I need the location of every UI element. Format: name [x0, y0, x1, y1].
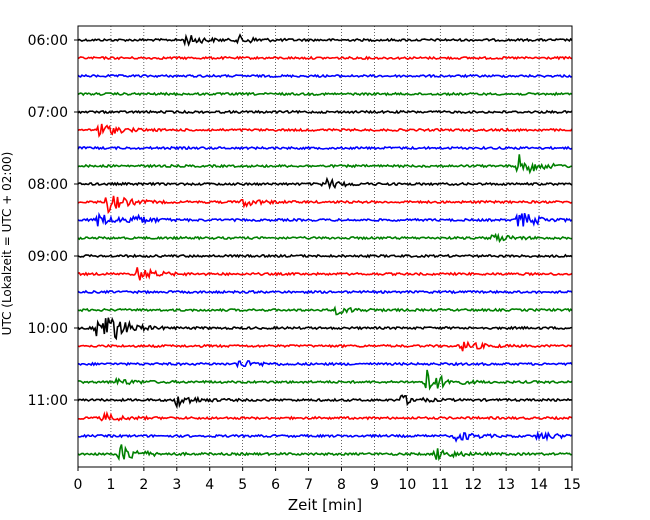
- trace-1115: [77, 410, 573, 422]
- y-axis-label: UTC (Lokalzeit = UTC + 02:00): [0, 152, 14, 336]
- x-tick-label: 14: [530, 477, 548, 493]
- trace-0645: [77, 91, 573, 97]
- x-ticks: 0 1 2 3 4 5 6 7 8 9 10 11 12 13 14 15: [74, 467, 581, 493]
- trace-1015: [77, 340, 573, 352]
- y-ticks: 06:00 07:00 08:00 09:00 10:00 11:00: [28, 33, 78, 409]
- x-tick-label: 15: [563, 477, 581, 493]
- x-tick-label: 12: [464, 477, 482, 493]
- y-tick-label: 09:00: [28, 249, 68, 265]
- x-tick-label: 3: [172, 477, 181, 493]
- x-tick-label: 4: [205, 477, 214, 493]
- trace-0930: [77, 289, 573, 295]
- trace-0900: [77, 253, 573, 259]
- trace-0915: [77, 267, 573, 281]
- trace-0615: [77, 55, 573, 61]
- y-tick-label: 06:00: [28, 33, 68, 49]
- y-tick-label: 11:00: [28, 393, 68, 409]
- x-tick-label: 10: [398, 477, 416, 493]
- x-tick-label: 0: [74, 477, 83, 493]
- trace-0845: [77, 232, 573, 244]
- x-tick-label: 2: [139, 477, 148, 493]
- trace-0700: [77, 109, 573, 115]
- trace-1045: [78, 369, 573, 391]
- x-tick-label: 9: [370, 477, 379, 493]
- x-tick-label: 11: [431, 477, 449, 493]
- trace-0745: [77, 154, 573, 175]
- trace-group: [77, 33, 573, 462]
- trace-0830: [77, 211, 573, 227]
- trace-0815: [77, 195, 573, 215]
- x-axis-label: Zeit [min]: [288, 496, 362, 514]
- trace-0600: [77, 33, 573, 47]
- x-tick-label: 6: [271, 477, 280, 493]
- trace-0630: [77, 73, 573, 79]
- x-tick-label: 13: [497, 477, 515, 493]
- plot-frame: [77, 25, 573, 468]
- x-tick-label: 8: [337, 477, 346, 493]
- trace-1100: [77, 394, 573, 410]
- x-tick-label: 5: [238, 477, 247, 493]
- trace-1030: [77, 360, 573, 369]
- y-tick-label: 10:00: [28, 321, 68, 337]
- x-tick-label: 7: [304, 477, 313, 493]
- trace-0800: [77, 176, 573, 190]
- trace-0730: [77, 145, 573, 151]
- trace-0715: [77, 123, 573, 139]
- y-tick-label: 07:00: [28, 105, 68, 121]
- trace-1145: [77, 444, 573, 462]
- y-tick-label: 08:00: [28, 177, 68, 193]
- trace-0945: [77, 305, 573, 316]
- trace-1000: [77, 316, 573, 341]
- trace-1130: [77, 430, 573, 443]
- x-tick-label: 1: [106, 477, 115, 493]
